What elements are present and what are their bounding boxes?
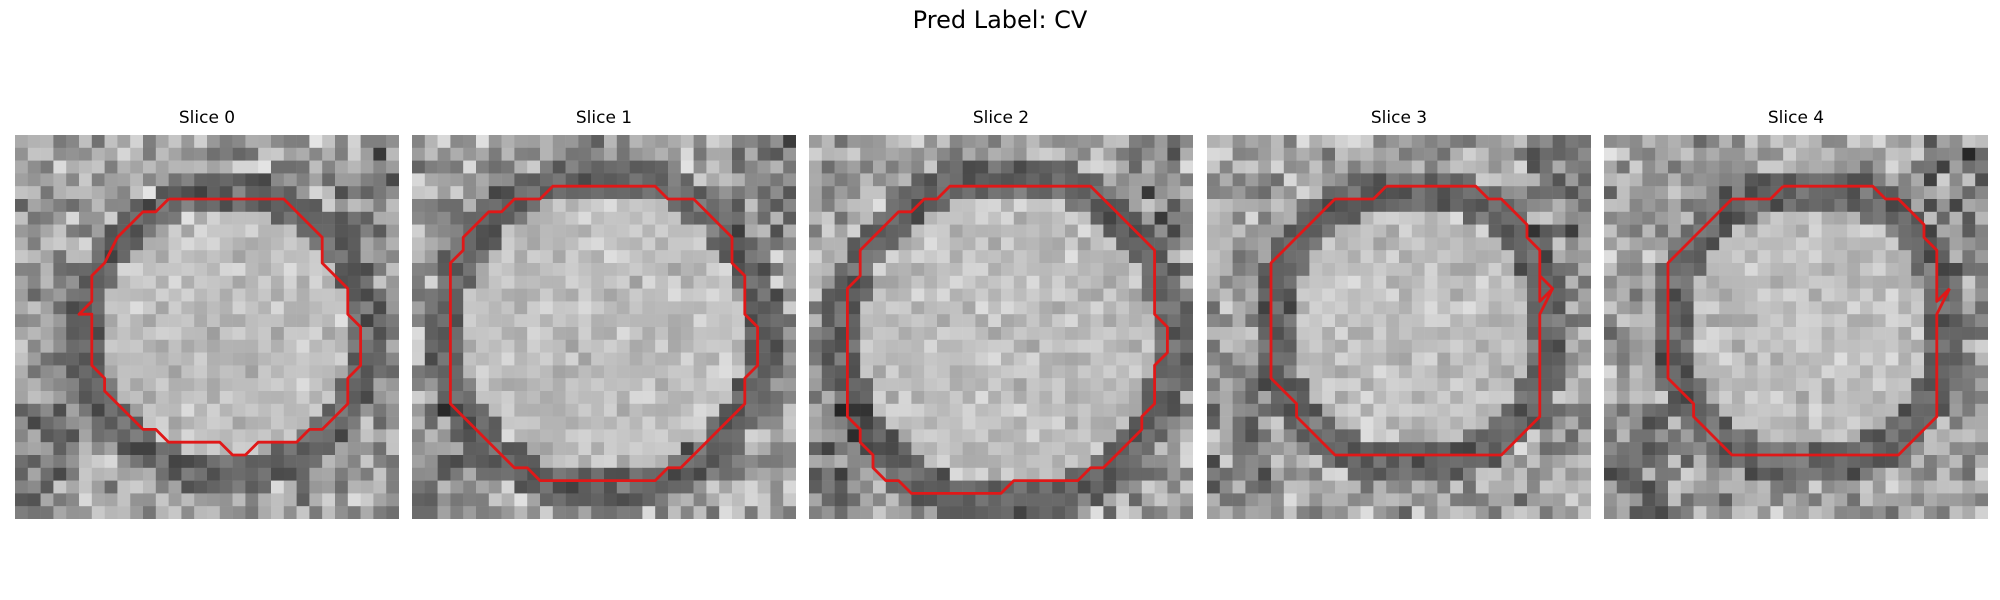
segmentation-contour-3	[1386, 184, 1555, 303]
segmentation-contour-1	[448, 184, 760, 483]
slice-image-0	[15, 135, 399, 519]
figure-title: Pred Label: CV	[912, 6, 1088, 34]
slice-pixels-2	[809, 135, 1193, 519]
slice-title-4: Slice 4	[1767, 108, 1825, 128]
slice-pixels-1	[412, 135, 796, 519]
slice-pixels-4	[1604, 135, 1988, 519]
slice-title-3: Slice 3	[1370, 108, 1428, 128]
slice-image-1	[412, 135, 796, 519]
slice-title-2: Slice 2	[972, 108, 1030, 128]
slice-pixels-3	[1207, 135, 1591, 519]
slice-title-0: Slice 0	[178, 108, 236, 128]
segmentation-contour-2	[845, 184, 1169, 495]
segmentation-contour-4b	[1666, 185, 1951, 457]
segmentation-contour-0	[77, 197, 363, 457]
slice-image-2	[809, 135, 1193, 519]
slice-image-3	[1207, 135, 1591, 519]
segmentation-contour-3b	[1269, 185, 1554, 457]
slice-image-4	[1604, 135, 1988, 519]
slice-pixels-0	[15, 135, 399, 519]
slice-title-1: Slice 1	[575, 108, 633, 128]
segmentation-contour-4	[1783, 184, 1951, 303]
